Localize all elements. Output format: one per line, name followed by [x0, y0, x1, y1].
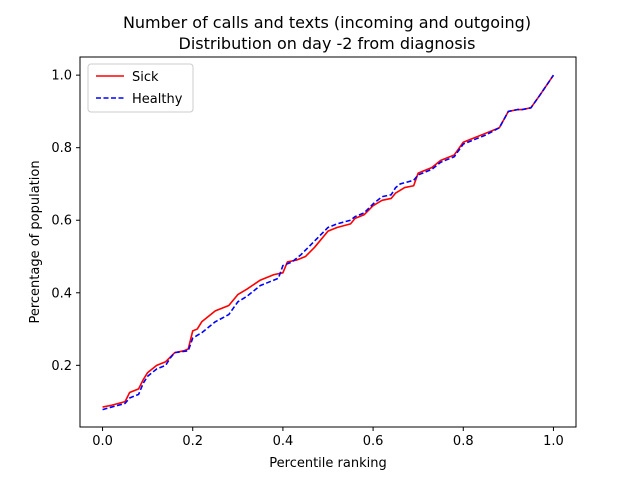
plot-area: 0.0 0.2 0.4 0.6 0.8 1.0 0.2 0.4 0.6 0.8 1.0	[51, 56, 577, 449]
x-tick-label: 0.0	[92, 434, 113, 449]
x-tick-label: 1.0	[543, 434, 564, 449]
legend: Sick Healthy	[87, 63, 194, 113]
x-axis-ticks: 0.0 0.2 0.4 0.6 0.8 1.0	[92, 427, 564, 449]
y-tick-label: 0.8	[51, 141, 72, 156]
x-axis-label: Percentile ranking	[269, 456, 386, 471]
y-tick-label: 0.6	[51, 214, 72, 229]
y-axis-label: Percentage of population	[28, 160, 43, 323]
chart-title: Number of calls and texts (incoming and …	[123, 13, 531, 32]
y-tick-label: 0.4	[51, 286, 72, 301]
y-axis-ticks: 0.2 0.4 0.6 0.8 1.0	[51, 69, 80, 374]
chart-subtitle: Distribution on day -2 from diagnosis	[179, 34, 476, 53]
x-tick-label: 0.2	[182, 434, 203, 449]
x-tick-label: 0.8	[453, 434, 474, 449]
y-tick-label: 1.0	[51, 69, 72, 84]
series-line-healthy	[102, 74, 555, 411]
x-tick-label: 0.4	[273, 434, 294, 449]
plot-frame	[79, 56, 577, 428]
series-layer	[102, 74, 555, 411]
legend-label-healthy: Healthy	[132, 92, 183, 107]
legend-label-sick: Sick	[132, 70, 159, 85]
x-tick-label: 0.6	[363, 434, 384, 449]
y-tick-label: 0.2	[51, 359, 72, 374]
